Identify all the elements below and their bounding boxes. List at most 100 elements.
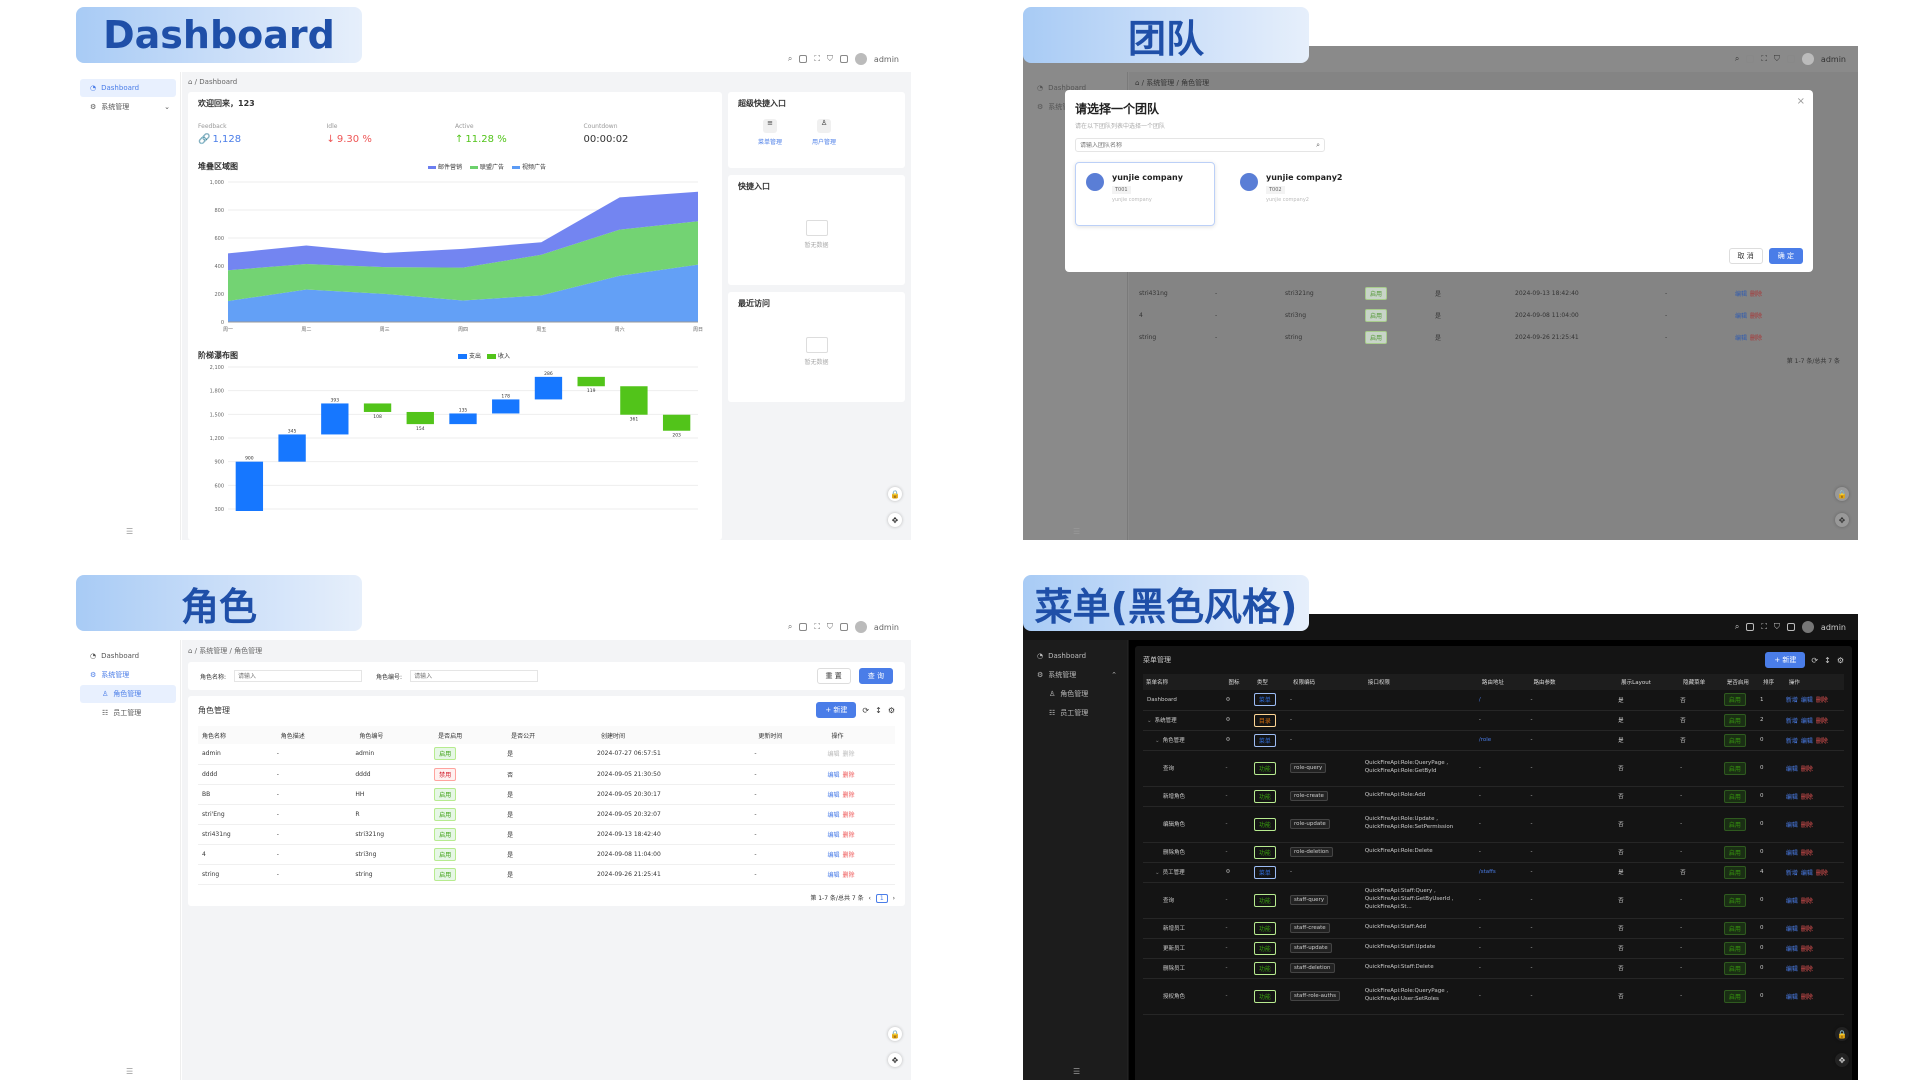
add-link[interactable]: 新增: [1785, 717, 1798, 725]
sidebar-item-system[interactable]: ⚙ 系统管理 ⌄: [80, 98, 176, 116]
delete-link[interactable]: 删除: [842, 831, 855, 839]
edit-link[interactable]: 编辑: [1785, 945, 1798, 953]
ok-button[interactable]: 确 定: [1768, 248, 1803, 264]
column-header[interactable]: 创建时间: [601, 732, 626, 740]
edit-link[interactable]: 编辑: [1800, 869, 1813, 877]
column-header[interactable]: 是否启用: [1726, 680, 1749, 686]
avatar[interactable]: [1801, 53, 1814, 65]
new-button[interactable]: + 新建: [816, 702, 857, 718]
sidebar-item-system[interactable]: ⚙ 系统管理: [1027, 98, 1123, 116]
column-header[interactable]: 路由参数: [1533, 680, 1556, 686]
column-header[interactable]: 是否启用: [438, 732, 463, 740]
column-header[interactable]: 是否公开: [511, 732, 536, 740]
delete-link[interactable]: 删除: [1800, 965, 1813, 973]
sidebar-item-system[interactable]: ⚙ 系统管理 ⌃: [1027, 666, 1123, 684]
delete-link[interactable]: 删除: [1750, 334, 1763, 342]
gear-icon[interactable]: ⚙: [1836, 655, 1844, 665]
sidebar-item-role[interactable]: ♙ 角色管理: [80, 685, 176, 703]
legend-item[interactable]: 视频广告: [512, 162, 546, 171]
edit-link[interactable]: 编辑: [827, 791, 840, 799]
edit-link[interactable]: 编辑: [827, 771, 840, 779]
sidebar-item-dashboard[interactable]: ◔ Dashboard: [1027, 647, 1123, 665]
delete-link[interactable]: 删除: [842, 871, 855, 879]
sidebar-item-staff[interactable]: ☷ 员工管理: [80, 704, 176, 722]
search-icon[interactable]: ⌕: [1316, 140, 1320, 149]
avatar[interactable]: [854, 53, 867, 65]
refresh-icon[interactable]: ⟳: [862, 705, 870, 715]
column-header[interactable]: 隐藏菜单: [1683, 680, 1706, 686]
edit-link[interactable]: 编辑: [1800, 697, 1813, 705]
search-icon[interactable]: ⌕: [1734, 622, 1740, 631]
team-search[interactable]: ⌕: [1075, 138, 1325, 152]
legend-item[interactable]: 收入: [487, 351, 510, 360]
delete-link[interactable]: 删除: [842, 791, 855, 799]
density-icon[interactable]: ↕: [1824, 655, 1831, 665]
column-header[interactable]: 角色编号: [359, 732, 384, 740]
fullscreen-icon[interactable]: ⛶: [1761, 54, 1767, 63]
lock-icon[interactable]: 🔒: [1835, 1027, 1849, 1041]
quick-item-user[interactable]: ♙ 用户管理: [812, 119, 836, 146]
role-name-input[interactable]: [234, 670, 363, 682]
column-header[interactable]: 角色名称: [202, 732, 227, 740]
edit-link[interactable]: 编辑: [1785, 925, 1798, 933]
delete-link[interactable]: 删除: [1815, 697, 1828, 705]
reset-button[interactable]: 重 置: [816, 668, 851, 684]
expand-icon[interactable]: ⌄: [1155, 738, 1160, 744]
translate-icon[interactable]: [799, 623, 808, 631]
fullscreen-icon[interactable]: ⛶: [814, 54, 820, 63]
collapse-icon[interactable]: ☰: [1073, 527, 1081, 536]
translate-icon[interactable]: [799, 55, 808, 63]
close-icon[interactable]: ×: [1796, 96, 1805, 107]
delete-link[interactable]: 删除: [1750, 312, 1763, 320]
sidebar-item-dashboard[interactable]: ◔ Dashboard: [80, 79, 176, 97]
edit-link[interactable]: 编辑: [1800, 717, 1813, 725]
layout-icon[interactable]: [839, 55, 848, 63]
sidebar-item-role[interactable]: ♙ 角色管理: [1027, 685, 1123, 703]
edit-link[interactable]: 编辑: [827, 831, 840, 839]
delete-link[interactable]: 删除: [1800, 821, 1813, 829]
column-header[interactable]: 菜单名称: [1146, 680, 1169, 686]
column-header[interactable]: 权限编码: [1293, 680, 1316, 686]
search-icon[interactable]: ⌕: [787, 622, 793, 631]
lock-icon[interactable]: 🔒: [1835, 487, 1849, 501]
add-link[interactable]: 新增: [1785, 697, 1798, 705]
delete-link[interactable]: 删除: [1800, 793, 1813, 801]
column-header[interactable]: 操作: [1788, 680, 1800, 686]
translate-icon[interactable]: [1746, 55, 1755, 63]
user-name[interactable]: admin: [1820, 622, 1846, 632]
edit-link[interactable]: 编辑: [1785, 993, 1798, 1001]
expand-icon[interactable]: ⌄: [1155, 870, 1160, 876]
delete-link[interactable]: 删除: [1815, 737, 1828, 745]
edit-link[interactable]: 编辑: [1800, 737, 1813, 745]
shirt-icon[interactable]: ⛉: [1773, 622, 1780, 631]
delete-link[interactable]: 删除: [842, 771, 855, 779]
delete-link[interactable]: 删除: [1815, 869, 1828, 877]
edit-link[interactable]: 编辑: [827, 811, 840, 819]
settings-icon[interactable]: ✥: [888, 1053, 902, 1067]
team-search-input[interactable]: [1080, 141, 1317, 149]
gear-icon[interactable]: ⚙: [887, 705, 895, 715]
column-header[interactable]: 更新时间: [758, 732, 783, 740]
sidebar-item-dashboard[interactable]: ◔ Dashboard: [1027, 79, 1123, 97]
edit-link[interactable]: 编辑: [827, 871, 840, 879]
delete-link[interactable]: 删除: [1800, 945, 1813, 953]
lock-icon[interactable]: 🔒: [888, 487, 902, 501]
team-card[interactable]: yunjie company T001 yunjie company: [1075, 162, 1215, 226]
user-name[interactable]: admin: [1820, 54, 1846, 64]
legend-item[interactable]: 联盟广告: [470, 162, 504, 171]
lock-icon[interactable]: 🔒: [888, 1027, 902, 1041]
edit-link[interactable]: 编辑: [827, 751, 840, 759]
edit-link[interactable]: 编辑: [1785, 849, 1798, 857]
role-code-input[interactable]: [410, 670, 539, 682]
edit-link[interactable]: 编辑: [1785, 897, 1798, 905]
breadcrumb-item[interactable]: 系统管理 / 角色管理: [199, 647, 263, 655]
legend-item[interactable]: 支出: [458, 351, 481, 360]
density-icon[interactable]: ↕: [875, 705, 882, 715]
avatar[interactable]: [854, 621, 867, 633]
new-button[interactable]: + 新建: [1765, 652, 1806, 668]
sidebar-item-staff[interactable]: ☷ 员工管理: [1027, 704, 1123, 722]
delete-link[interactable]: 删除: [1800, 849, 1813, 857]
layout-icon[interactable]: [839, 623, 848, 631]
collapse-icon[interactable]: ☰: [126, 527, 134, 536]
user-name[interactable]: admin: [873, 54, 899, 64]
